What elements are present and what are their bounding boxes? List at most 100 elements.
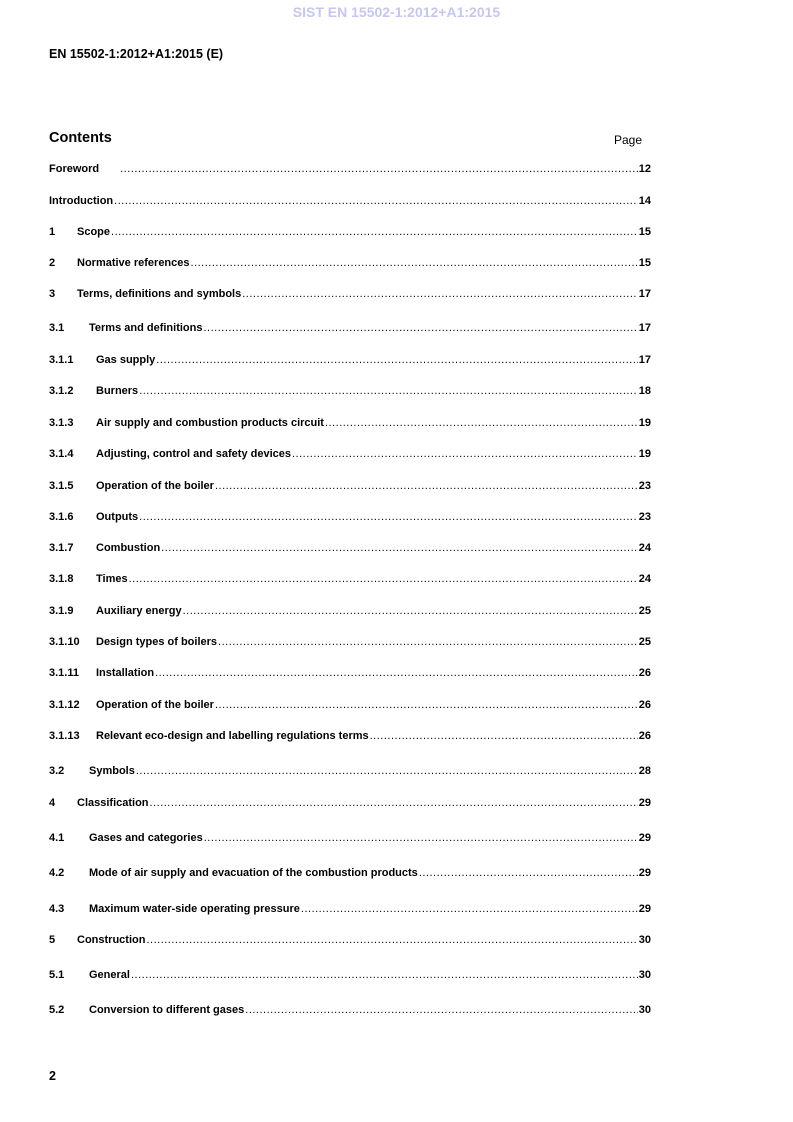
toc-leader-dots — [150, 797, 638, 809]
toc-entry-page: 17 — [638, 288, 651, 300]
toc-entry-number: 5 — [49, 934, 56, 946]
toc-entry-number: 3.1.11 — [49, 667, 79, 679]
toc-entry-title: Terms and definitions — [89, 322, 203, 334]
toc-entry-number: 3.1.10 — [49, 636, 80, 648]
toc-leader-dots — [218, 636, 638, 648]
toc-entry[interactable]: 1 Scope 15 — [49, 226, 651, 242]
toc-leader-dots — [204, 832, 638, 844]
toc-entry-page: 30 — [638, 934, 651, 946]
toc-entry-title: Introduction — [49, 195, 114, 207]
toc-leader-dots — [183, 605, 638, 617]
toc-leader-dots — [120, 163, 638, 175]
toc-entry-number: 4.1 — [49, 832, 65, 844]
toc-entry-number: 3.1.13 — [49, 730, 80, 742]
toc-entry[interactable]: Introduction 14 — [49, 195, 651, 211]
toc-entry[interactable]: 4.2 Mode of air supply and evacuation of … — [49, 867, 651, 883]
toc-entry[interactable]: 3.1.1 Gas supply 17 — [49, 354, 651, 370]
toc-entry-page: 29 — [638, 797, 651, 809]
toc-entry[interactable]: 3.2 Symbols 28 — [49, 765, 651, 781]
toc-entry-number: 5.1 — [49, 969, 65, 981]
toc-leader-dots — [325, 417, 638, 429]
toc-entry-number: 4 — [49, 797, 56, 809]
toc-entry-title: Times — [96, 573, 128, 585]
toc-entry[interactable]: 4 Classification 29 — [49, 797, 651, 813]
toc-leader-dots — [242, 288, 638, 300]
toc-entry-page: 26 — [638, 699, 651, 711]
toc-entry[interactable]: 3.1.10 Design types of boilers 25 — [49, 636, 651, 652]
toc-entry[interactable]: 5.1 General 30 — [49, 969, 651, 985]
toc-entry-number: 3.1.2 — [49, 385, 74, 397]
toc-entry[interactable]: 5.2 Conversion to different gases 30 — [49, 1004, 651, 1020]
toc-leader-dots — [146, 934, 637, 946]
toc-entry-number: 3.1.3 — [49, 417, 74, 429]
toc-leader-dots — [215, 480, 638, 492]
toc-entry[interactable]: 3.1.12 Operation of the boiler 26 — [49, 699, 651, 715]
toc-entry-number: 3.1.6 — [49, 511, 74, 523]
toc-entry[interactable]: 3.1.6 Outputs 23 — [49, 511, 651, 527]
toc-leader-dots — [114, 195, 638, 207]
toc-leader-dots — [370, 730, 638, 742]
toc-entry-number: 3.1.4 — [49, 448, 74, 460]
toc-leader-dots — [161, 542, 638, 554]
toc-entry[interactable]: 3.1.7 Combustion 24 — [49, 542, 651, 558]
toc-entry-number: 3.1.5 — [49, 480, 74, 492]
toc-entry[interactable]: 2 Normative references 15 — [49, 257, 651, 273]
toc-entry[interactable]: 3.1.3 Air supply and combustion products … — [49, 417, 651, 433]
toc-entry-title: Conversion to different gases — [89, 1004, 245, 1016]
toc-entry[interactable]: 3.1.13 Relevant eco-design and labelling … — [49, 730, 651, 746]
toc-entry-title: Operation of the boiler — [96, 480, 214, 492]
toc-entry-page: 26 — [638, 730, 651, 742]
toc-entry-number: 3.2 — [49, 765, 65, 777]
toc-entry-page: 24 — [638, 573, 651, 585]
page-column-label: Page — [614, 133, 643, 147]
toc-entry-title: Operation of the boiler — [96, 699, 214, 711]
toc-entry-page: 23 — [638, 480, 651, 492]
toc-entry[interactable]: 4.3 Maximum water-side operating pressure… — [49, 903, 651, 919]
toc-entry-title: Gas supply — [96, 354, 156, 366]
toc-entry-page: 19 — [638, 417, 651, 429]
toc-entry-page: 17 — [638, 322, 651, 334]
toc-entry[interactable]: 3.1.2 Burners 18 — [49, 385, 651, 401]
toc-entry[interactable]: 3.1 Terms and definitions 17 — [49, 322, 651, 338]
toc-entry-title: Terms, definitions and symbols — [77, 288, 242, 300]
toc-entry-number: 3.1.7 — [49, 542, 74, 554]
toc-leader-dots — [292, 448, 638, 460]
toc-entry-title: Burners — [96, 385, 139, 397]
toc-entry[interactable]: 3 Terms, definitions and symbols 17 — [49, 288, 651, 304]
toc-entry[interactable]: 3.1.9 Auxiliary energy 25 — [49, 605, 651, 621]
toc-entry-title: Classification — [77, 797, 149, 809]
toc-entry-number: 3.1.1 — [49, 354, 74, 366]
toc-entry-page: 12 — [638, 163, 651, 175]
toc-entry[interactable]: 3.1.5 Operation of the boiler 23 — [49, 480, 651, 496]
toc-entry-title: Mode of air supply and evacuation of the… — [89, 867, 418, 879]
toc-entry-title: Normative references — [77, 257, 190, 269]
document-header: EN 15502-1:2012+A1:2015 (E) — [49, 47, 224, 61]
toc-entry-number: 4.3 — [49, 903, 65, 915]
toc-entry[interactable]: 3.1.8 Times 24 — [49, 573, 651, 589]
toc-entry-page: 18 — [638, 385, 651, 397]
toc-entry[interactable]: Foreword 12 — [49, 163, 651, 179]
toc-entry-page: 29 — [638, 903, 651, 915]
toc-entry-number: 3 — [49, 288, 56, 300]
toc-leader-dots — [131, 969, 638, 981]
toc-entry-number: 5.2 — [49, 1004, 65, 1016]
toc-leader-dots — [215, 699, 638, 711]
toc-entry-title: Design types of boilers — [96, 636, 218, 648]
toc-entry[interactable]: 3.1.4 Adjusting, control and safety devic… — [49, 448, 651, 464]
toc-entry-number: 3.1.12 — [49, 699, 80, 711]
toc-entry[interactable]: 5 Construction 30 — [49, 934, 651, 950]
toc-entry-page: 25 — [638, 636, 651, 648]
toc-entry-page: 24 — [638, 542, 651, 554]
toc-entry-page: 19 — [638, 448, 651, 460]
toc-entry[interactable]: 4.1 Gases and categories 29 — [49, 832, 651, 848]
toc-entry-number: 3.1.8 — [49, 573, 74, 585]
toc-entry[interactable]: 3.1.11 Installation 26 — [49, 667, 651, 683]
toc-entry-page: 15 — [638, 226, 651, 238]
toc-entry-title: General — [89, 969, 130, 981]
toc-entry-page: 17 — [638, 354, 651, 366]
toc-entry-number: 3.1 — [49, 322, 65, 334]
toc-leader-dots — [419, 867, 638, 879]
toc-entry-page: 29 — [638, 832, 651, 844]
contents-title: Contents — [49, 130, 112, 146]
toc-leader-dots — [245, 1004, 637, 1016]
